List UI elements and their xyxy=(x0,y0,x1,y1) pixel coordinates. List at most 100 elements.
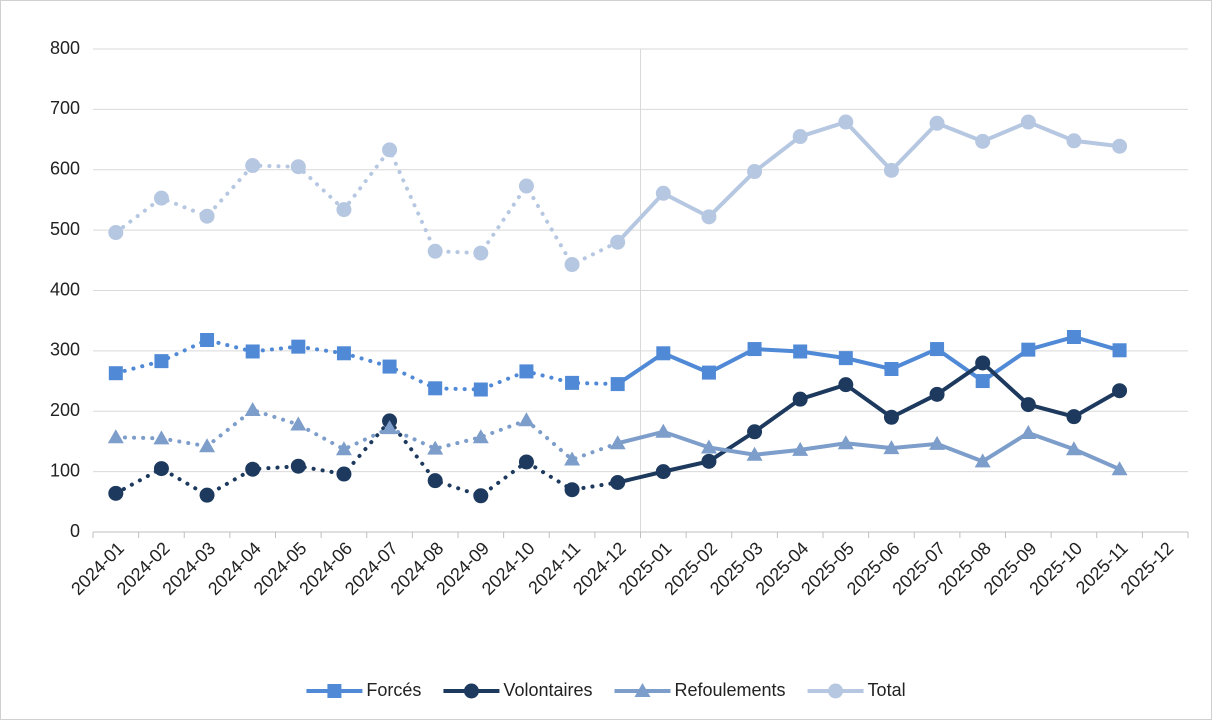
marker xyxy=(701,453,717,469)
marker xyxy=(108,225,124,241)
marker xyxy=(747,424,763,440)
marker xyxy=(975,133,991,149)
marker xyxy=(381,420,398,435)
marker xyxy=(472,429,489,444)
marker xyxy=(1111,461,1128,476)
marker xyxy=(883,162,899,178)
marker xyxy=(828,683,844,699)
marker xyxy=(609,435,626,450)
marker xyxy=(655,423,672,438)
line-dotted xyxy=(113,407,620,462)
marker xyxy=(610,234,626,250)
legend-label: Refoulements xyxy=(674,680,785,700)
marker xyxy=(427,243,443,259)
marker xyxy=(974,453,991,468)
marker xyxy=(792,391,808,407)
marker xyxy=(473,488,489,504)
marker xyxy=(473,382,488,397)
y-tick-label: 100 xyxy=(50,460,80,480)
marker xyxy=(199,438,216,453)
marker xyxy=(427,473,443,489)
marker xyxy=(336,466,352,482)
marker xyxy=(428,381,443,396)
y-tick-label: 200 xyxy=(50,400,80,420)
marker xyxy=(701,365,716,380)
marker xyxy=(1112,343,1127,358)
marker xyxy=(1112,383,1128,399)
marker xyxy=(634,683,651,697)
marker xyxy=(838,351,853,366)
marker xyxy=(929,386,945,402)
y-tick-label: 300 xyxy=(50,340,80,360)
marker xyxy=(747,164,763,180)
y-tick-label: 800 xyxy=(50,38,80,58)
marker xyxy=(883,409,899,425)
marker xyxy=(929,115,945,131)
marker xyxy=(1021,342,1036,357)
marker xyxy=(107,429,124,444)
marker xyxy=(108,366,123,381)
marker xyxy=(335,441,352,456)
marker xyxy=(463,683,479,699)
marker xyxy=(1066,329,1081,344)
y-tick-label: 0 xyxy=(70,521,80,541)
marker xyxy=(1020,114,1036,130)
series xyxy=(108,329,1127,397)
line xyxy=(615,119,1122,245)
marker xyxy=(929,435,946,450)
marker xyxy=(518,454,534,470)
marker xyxy=(245,461,261,477)
y-tick-label: 700 xyxy=(50,98,80,118)
marker xyxy=(245,344,260,359)
marker xyxy=(1020,424,1037,439)
marker xyxy=(336,202,352,218)
marker xyxy=(108,485,124,501)
marker xyxy=(838,114,854,130)
marker xyxy=(1112,138,1128,154)
marker xyxy=(792,129,808,145)
marker xyxy=(327,684,342,698)
marker xyxy=(153,190,169,206)
y-tick-label: 400 xyxy=(50,279,80,299)
marker xyxy=(793,344,808,359)
marker xyxy=(656,346,671,361)
marker xyxy=(336,346,351,361)
marker xyxy=(153,461,169,477)
marker xyxy=(610,377,625,392)
legend-label: Forcés xyxy=(366,680,421,700)
marker xyxy=(792,441,809,456)
marker xyxy=(518,178,534,194)
marker xyxy=(610,474,626,490)
line-dotted xyxy=(113,417,620,498)
marker xyxy=(1020,397,1036,413)
marker xyxy=(564,482,580,498)
marker xyxy=(930,342,945,357)
marker xyxy=(199,487,215,503)
marker xyxy=(564,451,581,466)
series xyxy=(108,114,1128,273)
legend: Forcés Volontaires Refoulements Total xyxy=(306,680,906,700)
legend-item: Total xyxy=(807,680,906,700)
marker xyxy=(655,185,671,201)
legend-item: Forcés xyxy=(306,680,421,700)
marker xyxy=(244,402,261,417)
marker xyxy=(746,446,763,461)
marker xyxy=(519,364,534,379)
marker xyxy=(883,440,900,455)
line xyxy=(615,429,1122,472)
marker xyxy=(382,142,398,158)
series xyxy=(107,402,1128,476)
marker xyxy=(1065,441,1082,456)
marker xyxy=(837,435,854,450)
marker xyxy=(199,208,215,224)
y-tick-label: 600 xyxy=(50,159,80,179)
marker xyxy=(747,342,762,357)
marker xyxy=(382,359,397,374)
marker xyxy=(565,375,580,390)
marker xyxy=(884,361,899,376)
line-dotted xyxy=(113,337,620,392)
legend-label: Total xyxy=(868,680,906,700)
line xyxy=(615,360,1122,485)
legend-item: Volontaires xyxy=(443,680,592,700)
